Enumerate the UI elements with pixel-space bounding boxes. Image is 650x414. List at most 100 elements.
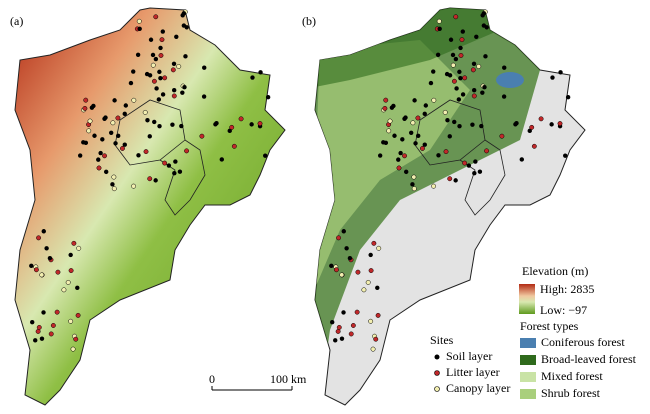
site-point — [143, 149, 149, 155]
site-point — [123, 103, 129, 108]
site-point — [257, 121, 263, 126]
site-point — [48, 331, 54, 337]
site-points — [29, 9, 271, 352]
site-point — [202, 65, 207, 70]
site-point — [54, 309, 60, 315]
site-point — [122, 111, 127, 117]
site-point — [258, 70, 263, 75]
site-point — [410, 120, 416, 126]
site-point — [33, 338, 38, 343]
site-point — [61, 287, 67, 293]
site-point — [131, 97, 137, 103]
site-point — [68, 318, 74, 324]
site-point — [386, 128, 392, 134]
site-point — [103, 115, 108, 120]
site-point — [458, 75, 463, 81]
site-point — [171, 93, 177, 99]
site-point — [558, 70, 563, 75]
site-point — [459, 37, 465, 43]
site-point — [151, 78, 157, 84]
site-point — [451, 78, 457, 84]
site-point — [341, 229, 346, 234]
site-point — [111, 186, 117, 192]
site-point — [479, 123, 484, 129]
panel-label: (b) — [302, 14, 316, 28]
site-point — [136, 153, 141, 158]
site-point — [473, 159, 478, 164]
site-point — [335, 328, 341, 334]
site-point — [144, 71, 150, 77]
site-point — [348, 331, 354, 337]
site-point — [174, 34, 179, 39]
legend-label: High: 2835 — [540, 282, 594, 296]
site-point — [50, 323, 56, 328]
site-point — [368, 252, 373, 258]
site-point — [71, 240, 77, 246]
site-point — [460, 29, 466, 34]
site-point — [519, 157, 524, 162]
site-point — [158, 75, 163, 81]
site-point — [375, 312, 381, 318]
site-point — [416, 133, 421, 139]
site-point — [35, 328, 41, 334]
site-point — [100, 137, 105, 142]
site-point — [391, 103, 396, 109]
panel-a: (a) — [10, 7, 286, 406]
site-points — [329, 9, 571, 352]
site-point — [177, 169, 183, 174]
site-point — [75, 285, 80, 291]
site-point — [347, 255, 353, 261]
site-point — [484, 148, 490, 154]
site-point — [231, 143, 237, 149]
site-point — [181, 23, 187, 28]
site-point — [452, 119, 457, 125]
site-point — [103, 169, 109, 175]
legend-label: Soil layer — [446, 349, 492, 363]
site-point — [460, 92, 466, 97]
site-point — [180, 90, 185, 95]
site-point — [423, 103, 429, 108]
legend-label: Coniferous forest — [541, 335, 625, 349]
site-point — [387, 118, 393, 124]
site-point — [160, 92, 166, 97]
site-point — [201, 94, 207, 99]
site-point — [383, 97, 389, 103]
site-point — [437, 26, 442, 31]
site-point — [229, 124, 235, 130]
site-point — [131, 69, 136, 74]
site-point — [435, 52, 441, 57]
site-point — [436, 153, 441, 158]
site-point — [29, 263, 34, 269]
site-point — [171, 87, 177, 93]
site-point — [83, 140, 89, 146]
site-point — [450, 62, 456, 68]
site-point — [336, 235, 342, 241]
site-point — [68, 252, 73, 258]
site-point — [91, 103, 96, 109]
site-point — [170, 67, 176, 73]
site-point — [371, 240, 377, 246]
site-point — [565, 95, 571, 100]
site-point — [454, 86, 459, 91]
site-point — [482, 85, 487, 90]
site-point — [344, 246, 349, 251]
site-point — [249, 122, 254, 127]
elevation-map — [14, 7, 286, 406]
site-point — [96, 157, 101, 162]
scale-label: 0 — [209, 372, 215, 386]
site-point — [470, 67, 476, 73]
site-point — [375, 285, 380, 291]
site-point — [162, 75, 168, 81]
site-point — [373, 336, 379, 342]
site-point — [110, 120, 116, 126]
site-point — [70, 346, 76, 352]
site-point — [148, 37, 154, 42]
site-point — [355, 269, 361, 275]
site-point — [142, 109, 148, 115]
site-point — [30, 319, 35, 325]
site-point — [471, 93, 477, 99]
site-point — [470, 122, 475, 127]
site-point — [83, 97, 89, 103]
site-point — [442, 109, 448, 115]
site-point — [361, 287, 367, 293]
